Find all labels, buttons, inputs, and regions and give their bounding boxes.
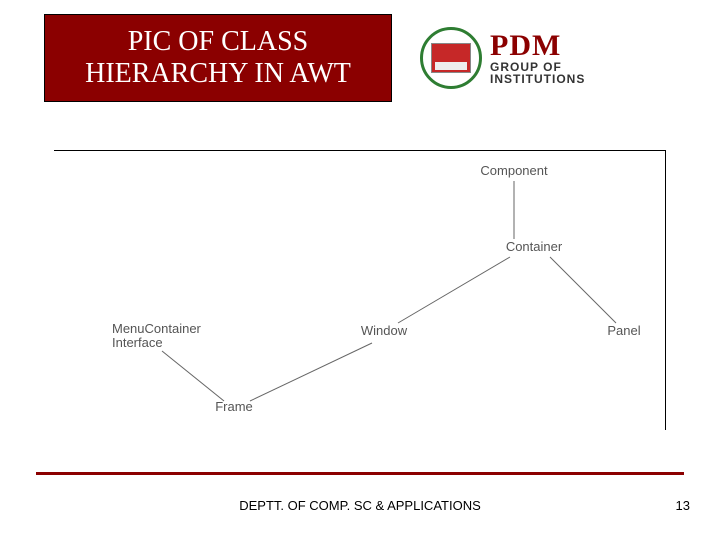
logo-line2: INSTITUTIONS xyxy=(490,73,585,85)
edge-container-panel xyxy=(550,257,616,323)
logo-brand: PDM xyxy=(490,31,585,61)
logo-text: PDM GROUP OF INSTITUTIONS xyxy=(490,31,585,85)
node-frame: Frame xyxy=(215,399,253,414)
diagram-frame: Component Container Window Panel Frame MenuCo… xyxy=(54,150,666,430)
node-window: Window xyxy=(361,323,408,338)
node-panel: Panel xyxy=(607,323,640,338)
slide-title: PIC OF CLASS HIERARCHY IN AWT xyxy=(45,26,391,90)
edge-container-window xyxy=(398,257,510,323)
node-component: Component xyxy=(480,163,548,178)
logo-inner-icon xyxy=(431,43,471,73)
page-number: 13 xyxy=(676,498,690,513)
logo-area: PDM GROUP OF INSTITUTIONS xyxy=(420,14,690,102)
diagram-nodes: Component Container Window Panel Frame MenuCo… xyxy=(112,163,641,414)
slide: PIC OF CLASS HIERARCHY IN AWT PDM GROUP … xyxy=(0,0,720,540)
node-menucontainer: MenuContainerInterface xyxy=(112,321,202,350)
footer-rule xyxy=(36,472,684,475)
footer-text: DEPTT. OF COMP. SC & APPLICATIONS xyxy=(0,498,720,513)
title-box: PIC OF CLASS HIERARCHY IN AWT xyxy=(44,14,392,102)
logo-badge-icon xyxy=(420,27,482,89)
edge-window-frame xyxy=(250,343,372,401)
diagram-edges xyxy=(162,181,616,401)
hierarchy-diagram: Component Container Window Panel Frame MenuCo… xyxy=(54,151,666,431)
edge-menucontainer-frame xyxy=(162,351,224,401)
node-container: Container xyxy=(506,239,563,254)
